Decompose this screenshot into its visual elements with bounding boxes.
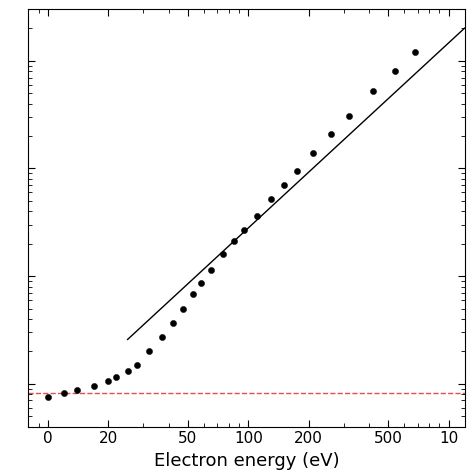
Point [189,291,197,298]
Point [104,378,112,385]
Point [346,112,353,119]
Point [293,167,301,175]
Point [219,250,227,258]
Point [328,130,335,137]
Point [411,48,419,56]
Point [90,383,98,390]
Point [179,305,186,312]
Point [134,361,141,369]
Point [124,368,131,375]
Point [158,334,165,341]
Point [146,347,153,355]
Point [44,393,52,401]
Point [113,374,120,381]
Point [280,182,287,189]
Point [253,212,260,220]
Point [207,266,215,273]
Point [169,319,176,327]
Point [230,237,238,245]
Point [391,67,399,75]
Point [240,226,247,234]
Point [369,88,377,95]
X-axis label: Electron energy (eV): Electron energy (eV) [154,452,339,470]
Point [73,386,81,393]
Point [60,389,67,397]
Point [197,279,205,286]
Point [309,149,317,156]
Point [267,195,275,203]
